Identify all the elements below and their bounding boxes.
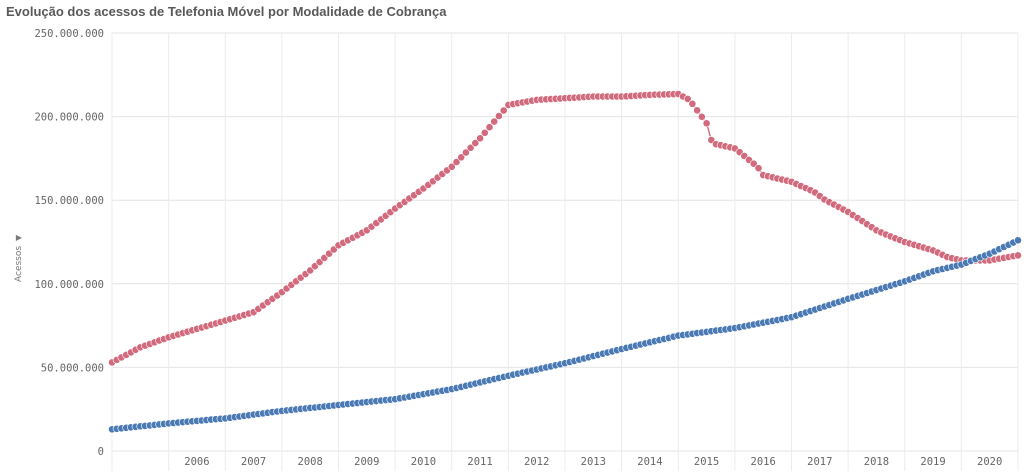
data-point[interactable] [485, 123, 494, 132]
y-tick-label: 100.000.000 [34, 279, 104, 291]
x-tick-label: 2012 [524, 456, 549, 468]
y-tick-label: 150.000.000 [34, 195, 104, 207]
series-pre-pago [108, 90, 1022, 367]
x-tick-label: 2013 [581, 456, 606, 468]
x-tick-label: 2008 [298, 456, 323, 468]
x-tick-label: 2006 [184, 456, 209, 468]
data-point[interactable] [494, 112, 503, 120]
data-point[interactable] [480, 128, 489, 137]
data-point[interactable] [476, 134, 484, 143]
x-tick-label: 2015 [694, 456, 719, 468]
data-point[interactable] [457, 153, 466, 162]
y-tick-label: 250.000.000 [34, 28, 104, 40]
data-series [108, 90, 1022, 434]
x-tick-label: 2017 [807, 456, 832, 468]
x-tick-label: 2016 [751, 456, 776, 468]
x-tick-label: 2009 [354, 456, 379, 468]
data-point[interactable] [1014, 236, 1022, 245]
x-tick-label: 2014 [637, 456, 662, 468]
data-point[interactable] [688, 99, 697, 108]
x-tick-label: 2019 [920, 456, 945, 468]
data-point[interactable] [461, 148, 470, 157]
y-tick-label: 50.000.000 [41, 362, 104, 374]
data-point[interactable] [754, 164, 763, 173]
gridlines [111, 32, 1019, 471]
data-point[interactable] [693, 106, 701, 115]
data-point[interactable] [697, 112, 706, 121]
data-point[interactable] [471, 139, 480, 147]
data-point[interactable] [447, 162, 456, 171]
x-tick-label: 2007 [241, 456, 266, 468]
data-point[interactable] [702, 119, 711, 128]
data-point[interactable] [490, 117, 499, 126]
y-axis-ticks: 0 50.000.000 100.000.000 150.000.000 200.000… [34, 28, 104, 458]
x-tick-label: 2010 [411, 456, 436, 468]
series-pos-pago [108, 236, 1022, 434]
x-tick-label: 2018 [864, 456, 889, 468]
y-tick-label: 200.000.000 [34, 112, 104, 124]
x-tick-label: 2020 [977, 456, 1002, 468]
x-axis-ticks: 2006 2007 2008 2009 2010 2011 2012 2013 2014 2015… [184, 456, 1002, 468]
data-point[interactable] [749, 159, 758, 168]
chart-title: Evolução dos acessos de Telefonia Móvel … [6, 4, 447, 19]
data-point[interactable] [1014, 251, 1022, 260]
y-tick-label: 0 [98, 446, 104, 458]
data-point[interactable] [452, 158, 461, 166]
data-point[interactable] [499, 106, 508, 115]
data-point[interactable] [466, 143, 475, 152]
x-tick-label: 2011 [467, 456, 492, 468]
data-point[interactable] [683, 95, 692, 103]
